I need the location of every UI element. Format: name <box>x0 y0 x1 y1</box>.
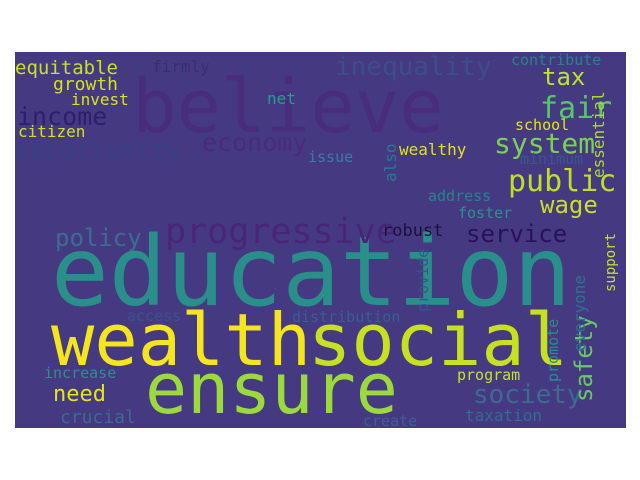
word-need: need <box>53 382 106 407</box>
word-increase: increase <box>44 364 117 382</box>
word-provide: provide <box>414 248 432 312</box>
word-policy: policy <box>55 224 142 252</box>
word-minimum: minimum <box>520 150 584 168</box>
word-income: income <box>17 102 108 131</box>
word-citizen: citizen <box>18 122 86 141</box>
word-net: net <box>267 89 296 108</box>
word-society: society <box>473 380 583 410</box>
word-system: system <box>494 127 596 160</box>
word-equitable: equitable <box>15 57 118 79</box>
word-tax: tax <box>542 63 586 91</box>
word-program: program <box>457 366 521 384</box>
word-support: support <box>603 232 619 292</box>
word-wage: wage <box>540 191 598 219</box>
word-create: create <box>363 412 418 429</box>
word-school: school <box>515 116 570 134</box>
word-opportunity: opportunity <box>15 135 181 164</box>
word-wealthy: wealthy <box>399 140 467 159</box>
word-promote: promote <box>544 318 562 382</box>
word-also: also <box>381 143 400 182</box>
word-taxation: taxation <box>465 406 543 425</box>
word-firmly: firmly <box>152 57 210 76</box>
word-fair: fair <box>540 91 613 126</box>
word-essential: essential <box>589 91 608 178</box>
word-invest: invest <box>71 90 129 109</box>
word-cloud: believe education wealth social ensure p… <box>15 52 626 428</box>
word-contribute: contribute <box>511 52 602 69</box>
word-foster: foster <box>458 204 513 222</box>
word-address: address <box>428 187 492 205</box>
word-growth: growth <box>53 74 119 95</box>
word-believe: believe <box>132 64 444 150</box>
word-access: access <box>127 307 182 325</box>
word-distribution: distribution <box>292 308 401 326</box>
word-service: service <box>466 220 568 248</box>
word-social: social <box>308 298 569 382</box>
word-wealth: wealth <box>51 298 312 382</box>
word-public: public <box>508 164 617 199</box>
word-robust: robust <box>382 221 444 241</box>
word-issue: issue <box>308 148 354 166</box>
word-crucial: crucial <box>60 407 136 428</box>
word-progressive: progressive <box>165 212 397 252</box>
word-education: education <box>51 216 572 328</box>
word-everyone: everyone <box>570 274 589 352</box>
word-inequality: inequality <box>335 52 492 82</box>
word-economy: economy <box>202 128 308 157</box>
word-ensure: ensure <box>145 348 398 428</box>
